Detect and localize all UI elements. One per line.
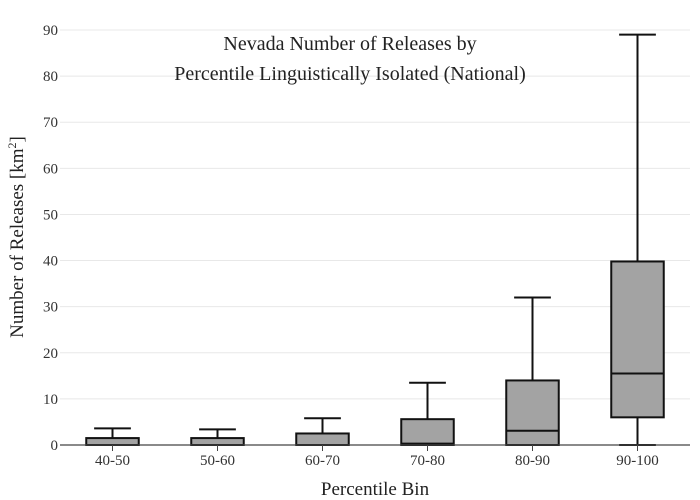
box-body: [505, 379, 560, 447]
x-tick-label: 40-50: [95, 453, 130, 469]
y-axis-title: Number of Releases [km2]: [5, 136, 28, 338]
chart-title-line2: Percentile Linguistically Isolated (Nati…: [174, 63, 526, 85]
box-90-100: [610, 33, 665, 446]
box-body: [190, 437, 245, 447]
box-body: [295, 432, 350, 447]
x-tick-label: 90-100: [616, 453, 659, 469]
y-tick-label: 0: [51, 438, 59, 454]
x-axis-ticks: 40-50 50-60 60-70 70-80 80-90 90-100: [95, 445, 659, 469]
x-tick-label: 70-80: [410, 453, 445, 469]
box-50-60: [190, 428, 245, 447]
x-tick-label: 60-70: [305, 453, 340, 469]
x-tick-label: 80-90: [515, 453, 550, 469]
x-tick-label: 50-60: [200, 453, 235, 469]
y-tick-label: 70: [43, 115, 58, 131]
y-tick-label: 20: [43, 346, 58, 362]
chart-title-line1: Nevada Number of Releases by: [223, 33, 476, 55]
boxes: [85, 33, 665, 447]
y-tick-label: 80: [43, 69, 58, 85]
box-40-50: [85, 427, 140, 447]
box-body: [400, 418, 455, 446]
gridlines: [60, 29, 690, 400]
y-tick-label: 60: [43, 161, 58, 177]
y-axis-title-end: ]: [7, 136, 28, 142]
x-axis-title: Percentile Bin: [321, 479, 430, 500]
y-axis-title-main: Number of Releases [km: [7, 148, 28, 338]
box-body: [610, 260, 665, 419]
box-80-90: [505, 296, 560, 447]
y-tick-label: 90: [43, 23, 58, 39]
y-tick-label: 50: [43, 207, 58, 223]
y-tick-label: 10: [43, 392, 58, 408]
y-tick-label: 40: [43, 254, 58, 270]
box-body: [85, 437, 140, 447]
box-60-70: [295, 417, 350, 447]
y-axis-title-superscript: 2: [5, 142, 19, 148]
y-axis-ticks: 0 10 20 30 40 50 60 70 80 90: [43, 23, 58, 454]
y-tick-label: 30: [43, 300, 58, 316]
box-70-80: [400, 381, 455, 446]
